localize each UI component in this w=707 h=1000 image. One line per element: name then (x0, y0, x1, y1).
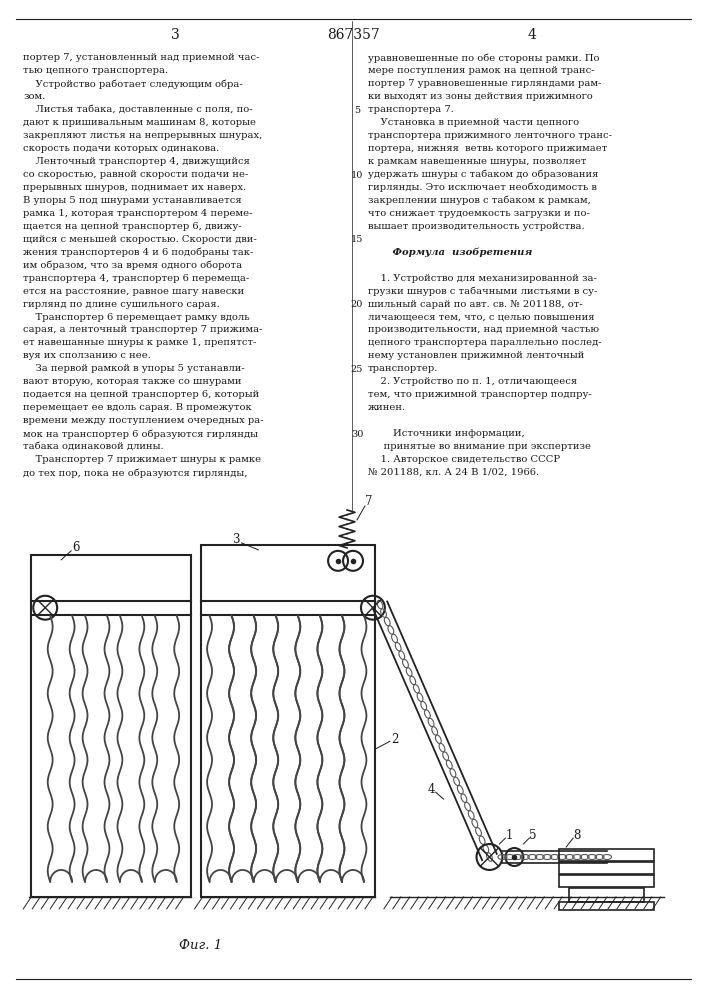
Text: тью цепного транспортера.: тью цепного транспортера. (23, 66, 168, 75)
Text: 4: 4 (428, 783, 436, 796)
Text: щийся с меньшей скоростью. Скорости дви-: щийся с меньшей скоростью. Скорости дви- (23, 235, 257, 244)
Text: грузки шнуров с табачными листьями в су-: грузки шнуров с табачными листьями в су- (368, 287, 597, 296)
Text: тем, что прижимной транспортер подпру-: тем, что прижимной транспортер подпру- (368, 390, 592, 399)
Text: производительности, над приемной частью: производительности, над приемной частью (368, 325, 599, 334)
Text: 867357: 867357 (327, 28, 380, 42)
Text: В упоры 5 под шнурами устанавливается: В упоры 5 под шнурами устанавливается (23, 196, 242, 205)
Text: портер 7, установленный над приемной час-: портер 7, установленный над приемной час… (23, 53, 259, 62)
Text: закрепляют листья на непрерывных шнурах,: закрепляют листья на непрерывных шнурах, (23, 131, 263, 140)
Bar (201, 545, 375, 897)
Text: Устройство работает следующим обра-: Устройство работает следующим обра- (23, 79, 243, 89)
Bar (559, 862, 654, 874)
Text: 15: 15 (351, 235, 363, 244)
Text: нему установлен прижимной ленточный: нему установлен прижимной ленточный (368, 351, 584, 360)
Text: цепного транспортера параллельно послед-: цепного транспортера параллельно послед- (368, 338, 602, 347)
Text: жинен.: жинен. (368, 403, 406, 412)
Text: удержать шнуры с табаком до образования: удержать шнуры с табаком до образования (368, 170, 598, 179)
Text: 1. Авторское свидетельство СССР: 1. Авторское свидетельство СССР (368, 455, 560, 464)
Bar (559, 875, 654, 887)
Text: 10: 10 (351, 171, 363, 180)
Text: гирлянды. Это исключает необходимость в: гирлянды. Это исключает необходимость в (368, 183, 597, 192)
Text: транспортера прижимного ленточного транс-: транспортера прижимного ленточного транс… (368, 131, 612, 140)
Text: За первой рамкой в упоры 5 устанавли-: За первой рамкой в упоры 5 устанавли- (23, 364, 245, 373)
Text: гирлянд по длине сушильного сарая.: гирлянд по длине сушильного сарая. (23, 300, 220, 309)
Text: жения транспортеров 4 и 6 подобраны так-: жения транспортеров 4 и 6 подобраны так- (23, 248, 254, 257)
Text: транспортер.: транспортер. (368, 364, 438, 373)
Text: подается на цепной транспортер 6, который: подается на цепной транспортер 6, которы… (23, 390, 259, 399)
Text: 8: 8 (573, 829, 581, 842)
Text: уравновешенные по обе стороны рамки. По: уравновешенные по обе стороны рамки. По (368, 53, 600, 63)
Text: 5: 5 (529, 829, 536, 842)
Text: 6: 6 (72, 541, 80, 554)
Text: шильный сарай по авт. св. № 201188, от-: шильный сарай по авт. св. № 201188, от- (368, 300, 583, 309)
Text: портера, нижняя  ветвь которого прижимает: портера, нижняя ветвь которого прижимает (368, 144, 607, 153)
Text: к рамкам навешенные шнуры, позволяет: к рамкам навешенные шнуры, позволяет (368, 157, 586, 166)
Text: до тех пор, пока не образуются гирлянды,: до тех пор, пока не образуются гирлянды, (23, 468, 247, 478)
Text: сарая, а ленточный транспортер 7 прижима-: сарая, а ленточный транспортер 7 прижима… (23, 325, 263, 334)
Text: принятые во внимание при экспертизе: принятые во внимание при экспертизе (368, 442, 591, 451)
Text: ется на расстояние, равное шагу навески: ется на расстояние, равное шагу навески (23, 287, 245, 296)
Text: ки выходят из зоны действия прижимного: ки выходят из зоны действия прижимного (368, 92, 592, 101)
Text: 25: 25 (351, 365, 363, 374)
Text: 3: 3 (171, 28, 180, 42)
Text: Источники информации,: Источники информации, (368, 429, 525, 438)
Text: табака одинаковой длины.: табака одинаковой длины. (23, 442, 164, 451)
Text: вышает производительность устройства.: вышает производительность устройства. (368, 222, 585, 231)
Text: 30: 30 (351, 430, 363, 439)
Text: вают вторую, которая также со шнурами: вают вторую, которая также со шнурами (23, 377, 242, 386)
Text: дают к пришивальным машинам 8, которые: дают к пришивальным машинам 8, которые (23, 118, 257, 127)
Text: прерывных шнуров, поднимает их наверх.: прерывных шнуров, поднимает их наверх. (23, 183, 247, 192)
Text: Формула  изобретения: Формула изобретения (368, 248, 532, 257)
Text: зом.: зом. (23, 92, 45, 101)
Text: 1: 1 (506, 829, 513, 842)
Text: 20: 20 (351, 300, 363, 309)
Text: что снижает трудоемкость загрузки и по-: что снижает трудоемкость загрузки и по- (368, 209, 590, 218)
Text: Транспортер 7 прижимает шнуры к рамке: Транспортер 7 прижимает шнуры к рамке (23, 455, 262, 464)
Text: 2: 2 (391, 733, 399, 746)
Text: рамка 1, которая транспортером 4 переме-: рамка 1, которая транспортером 4 переме- (23, 209, 253, 218)
Text: перемещает ее вдоль сарая. В промежуток: перемещает ее вдоль сарая. В промежуток (23, 403, 252, 412)
Text: Установка в приемной части цепного: Установка в приемной части цепного (368, 118, 579, 127)
Bar (31, 555, 191, 897)
Text: транспортера 4, транспортер 6 перемеща-: транспортера 4, транспортер 6 перемеща- (23, 274, 250, 283)
Bar (559, 849, 654, 861)
Text: 3: 3 (232, 533, 239, 546)
Text: 1. Устройство для механизированной за-: 1. Устройство для механизированной за- (368, 274, 597, 283)
Text: мок на транспортер 6 образуются гирлянды: мок на транспортер 6 образуются гирлянды (23, 429, 258, 439)
Text: личающееся тем, что, с целью повышения: личающееся тем, что, с целью повышения (368, 313, 595, 322)
Text: 2. Устройство по п. 1, отличающееся: 2. Устройство по п. 1, отличающееся (368, 377, 577, 386)
Text: транспортера 7.: транспортера 7. (368, 105, 454, 114)
Text: 5: 5 (354, 106, 360, 115)
Bar (569, 888, 644, 902)
Text: щается на цепной транспортер 6, движу-: щается на цепной транспортер 6, движу- (23, 222, 242, 231)
Text: Фиг. 1: Фиг. 1 (179, 939, 222, 952)
Text: № 201188, кл. А 24 В 1/02, 1966.: № 201188, кл. А 24 В 1/02, 1966. (368, 468, 539, 477)
Text: скорость подачи которых одинакова.: скорость подачи которых одинакова. (23, 144, 220, 153)
Text: Листья табака, доставленные с поля, по-: Листья табака, доставленные с поля, по- (23, 105, 253, 114)
Text: вуя их сползанию с нее.: вуя их сползанию с нее. (23, 351, 151, 360)
Text: ет навешанные шнуры к рамке 1, препятст-: ет навешанные шнуры к рамке 1, препятст- (23, 338, 257, 347)
Text: Транспортер 6 перемещает рамку вдоль: Транспортер 6 перемещает рамку вдоль (23, 313, 250, 322)
Text: им образом, что за время одного оборота: им образом, что за время одного оборота (23, 261, 243, 270)
Bar (559, 902, 654, 910)
Text: Ленточный транспортер 4, движущийся: Ленточный транспортер 4, движущийся (23, 157, 250, 166)
Text: мере поступления рамок на цепной транс-: мере поступления рамок на цепной транс- (368, 66, 595, 75)
Text: закреплении шнуров с табаком к рамкам,: закреплении шнуров с табаком к рамкам, (368, 196, 591, 205)
Text: со скоростью, равной скорости подачи не-: со скоростью, равной скорости подачи не- (23, 170, 249, 179)
Text: 4: 4 (528, 28, 537, 42)
Text: 7: 7 (366, 495, 373, 508)
Text: времени между поступлением очередных ра-: времени между поступлением очередных ра- (23, 416, 264, 425)
Text: портер 7 уравновешенные гирляндами рам-: портер 7 уравновешенные гирляндами рам- (368, 79, 602, 88)
